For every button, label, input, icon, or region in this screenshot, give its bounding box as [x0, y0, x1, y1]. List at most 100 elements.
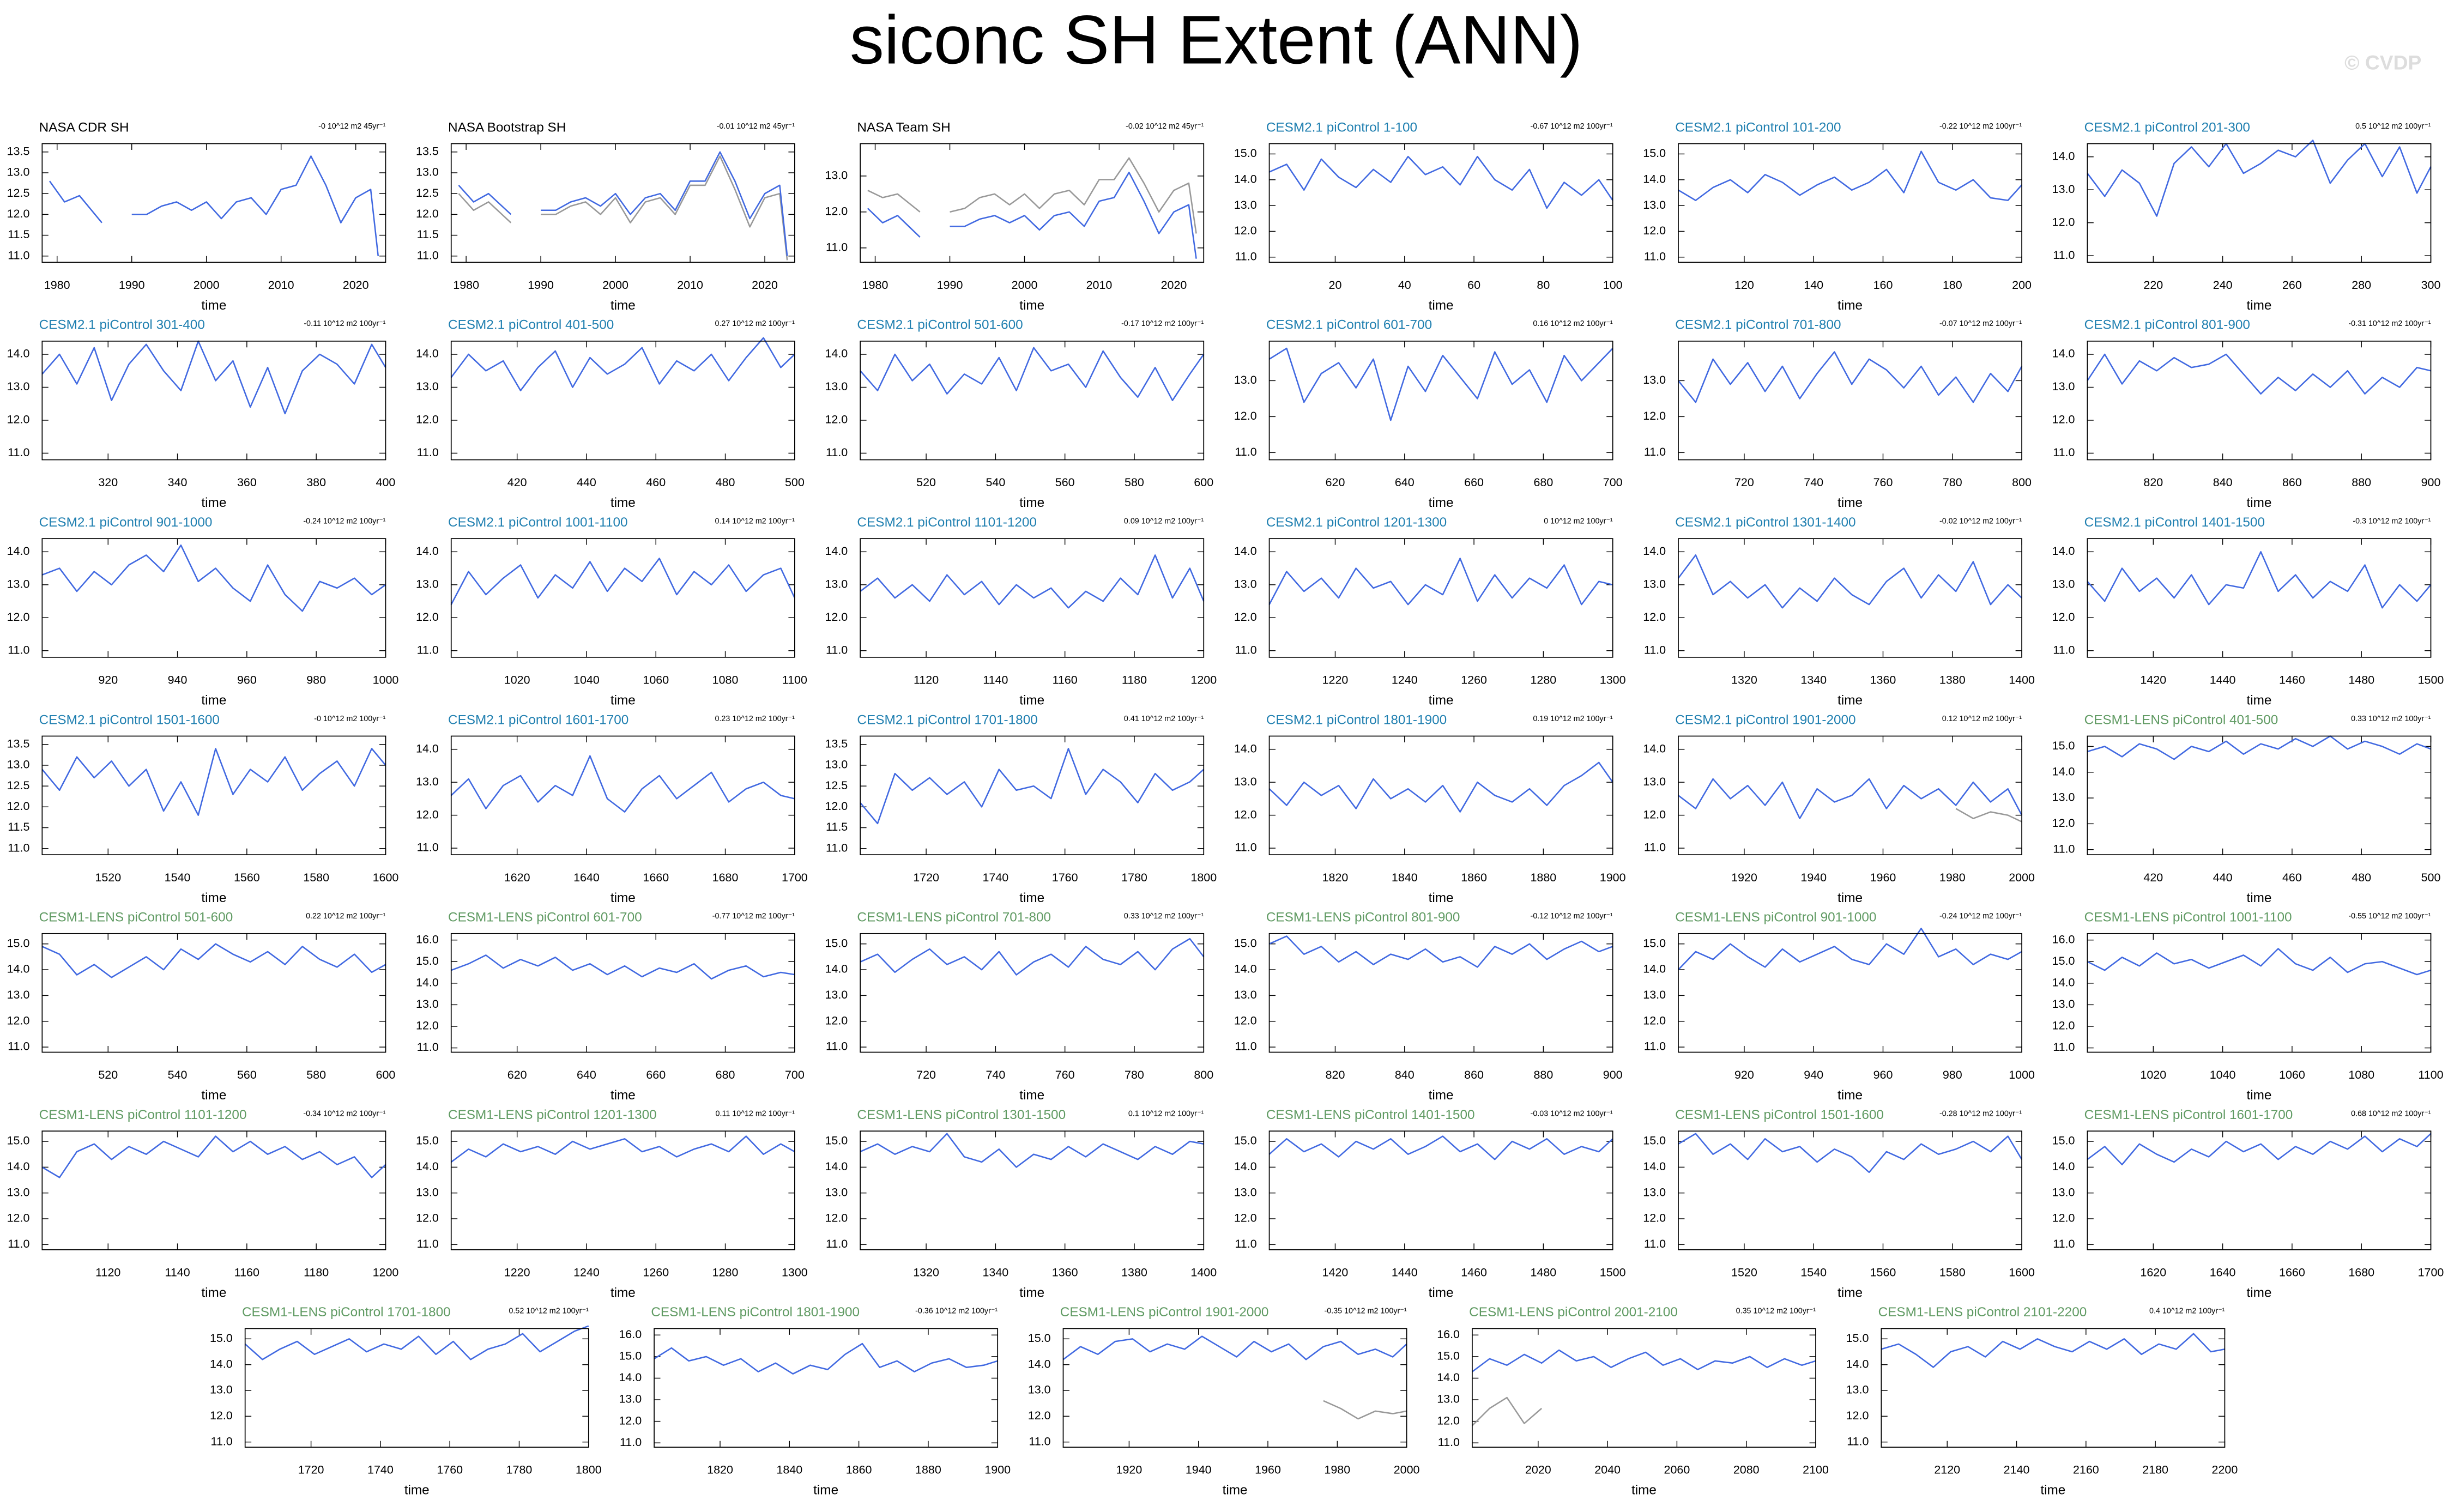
plot-frame [1678, 143, 2022, 263]
y-tick-label: 14.0 [416, 742, 439, 755]
x-axis-label: time [201, 298, 226, 313]
series-line [1323, 1400, 1407, 1420]
panel-title: NASA Bootstrap SH [448, 120, 566, 135]
x-tick-label: 1620 [504, 871, 530, 884]
y-tick-label: 15.0 [1846, 1332, 1869, 1345]
plot-frame [1268, 538, 1613, 658]
panel-title: CESM2.1 piControl 101-200 [1675, 120, 1841, 135]
x-tick-label: 1060 [643, 673, 669, 686]
panel: NASA CDR SH -0 10^12 m2 45yr⁻¹ 11.0 11.5 12.… [7, 120, 386, 313]
y-tick-label: 11.0 [1644, 643, 1666, 656]
x-tick-label: 1680 [2348, 1266, 2374, 1279]
y-tick-label: 12.0 [416, 413, 439, 426]
series-line [41, 340, 386, 415]
y-tick-label: 16.0 [2052, 933, 2075, 946]
x-axis-label: time [201, 1088, 226, 1103]
x-tick-label: 1820 [1322, 871, 1349, 884]
y-tick-label: 11.0 [2053, 1041, 2075, 1054]
y-tick-label: 11.0 [8, 249, 29, 262]
series-line [860, 554, 1205, 609]
watermark: © CVDP [2344, 51, 2421, 74]
plot-frame [1268, 735, 1613, 856]
panel: CESM1-LENS piControl 501-600 0.22 10^12 m… [7, 910, 396, 1103]
x-tick-label: 1840 [776, 1463, 802, 1477]
series-line [2087, 735, 2431, 760]
series-line [1268, 558, 1613, 606]
series-line [450, 755, 795, 813]
y-tick-label: 13.0 [619, 1393, 642, 1406]
y-tick-label: 13.5 [825, 737, 848, 750]
y-tick-label: 12.0 [1643, 610, 1666, 624]
x-tick-label: 1480 [2348, 673, 2374, 686]
x-tick-label: 580 [306, 1068, 326, 1081]
y-tick-label: 14.0 [1437, 1371, 1460, 1384]
x-tick-label: 440 [2213, 871, 2233, 884]
panel: CESM1-LENS piControl 901-1000 -0.24 10^12… [1643, 910, 2035, 1103]
x-axis-label: time [1429, 693, 1454, 707]
y-tick-label: 11.0 [1438, 1436, 1460, 1449]
y-tick-label: 13.0 [7, 988, 30, 1001]
y-tick-label: 12.0 [825, 610, 848, 624]
x-tick-label: 1440 [1392, 1266, 1418, 1279]
x-tick-label: 1580 [303, 871, 329, 884]
x-axis-label: time [1019, 495, 1044, 510]
y-tick-label: 11.0 [826, 446, 848, 459]
y-tick-label: 15.0 [2052, 1134, 2075, 1147]
y-tick-label: 11.0 [620, 1436, 642, 1449]
x-axis-label: time [611, 1088, 636, 1103]
x-tick-label: 2000 [1394, 1463, 1420, 1477]
series-line [1881, 1333, 2225, 1368]
x-tick-label: 1460 [2279, 673, 2305, 686]
panel-title: CESM2.1 piControl 501-600 [857, 318, 1023, 332]
x-tick-label: 2010 [677, 279, 703, 292]
y-tick-label: 15.0 [1437, 1350, 1460, 1363]
x-tick-label: 1280 [712, 1266, 739, 1279]
x-tick-label: 2140 [2004, 1463, 2030, 1477]
panel: CESM2.1 piControl 1-100 -0.67 10^12 m2 10… [1234, 120, 1623, 313]
x-tick-label: 600 [1194, 476, 1213, 489]
x-axis-label: time [1429, 891, 1454, 905]
x-tick-label: 620 [507, 1068, 527, 1081]
y-tick-label: 13.0 [416, 577, 439, 590]
x-axis-label: time [2246, 891, 2271, 905]
y-tick-label: 12.0 [825, 1212, 848, 1225]
x-tick-label: 40 [1398, 279, 1411, 292]
x-tick-label: 920 [98, 673, 118, 686]
y-tick-label: 11.5 [8, 820, 29, 833]
x-axis-label: time [1019, 693, 1044, 707]
x-tick-label: 2010 [268, 279, 294, 292]
plot-frame [2087, 1130, 2432, 1250]
x-axis-label: time [611, 495, 636, 510]
x-tick-label: 80 [1537, 279, 1550, 292]
y-tick-label: 12.0 [2052, 215, 2075, 228]
panel-title: CESM2.1 piControl 401-500 [448, 318, 614, 332]
x-tick-label: 1760 [437, 1463, 463, 1477]
y-tick-label: 11.0 [1644, 445, 1666, 458]
plot-frame [41, 340, 386, 461]
panel: CESM2.1 piControl 1001-1100 0.14 10^12 m2… [416, 515, 807, 708]
y-tick-label: 13.0 [1234, 198, 1257, 211]
x-tick-label: 480 [2352, 871, 2371, 884]
panel: CESM1-LENS piControl 601-700 -0.77 10^12 … [416, 910, 805, 1103]
x-tick-label: 760 [1873, 476, 1893, 489]
y-tick-label: 12.0 [7, 1014, 30, 1027]
x-tick-label: 980 [306, 673, 326, 686]
plot-frame [860, 1130, 1205, 1250]
y-tick-label: 13.0 [1643, 1186, 1666, 1199]
y-tick-label: 12.0 [1234, 409, 1257, 422]
series-line [860, 748, 1205, 825]
y-tick-label: 13.0 [1028, 1383, 1051, 1396]
x-tick-label: 900 [1603, 1068, 1623, 1081]
x-tick-label: 740 [986, 1068, 1005, 1081]
panel-title: CESM2.1 piControl 201-300 [2084, 120, 2250, 135]
x-tick-label: 1000 [373, 673, 399, 686]
panel: CESM2.1 piControl 701-800 -0.07 10^12 m2 … [1643, 318, 2032, 511]
x-tick-label: 2020 [1525, 1463, 1551, 1477]
x-tick-label: 1800 [1190, 871, 1217, 884]
panel: CESM2.1 piControl 1401-1500 -0.3 10^12 m2… [2052, 515, 2444, 708]
x-tick-label: 1980 [453, 279, 479, 292]
x-tick-label: 1160 [234, 1266, 259, 1279]
y-tick-label: 14.0 [416, 1160, 439, 1173]
x-tick-label: 140 [1804, 279, 1823, 292]
